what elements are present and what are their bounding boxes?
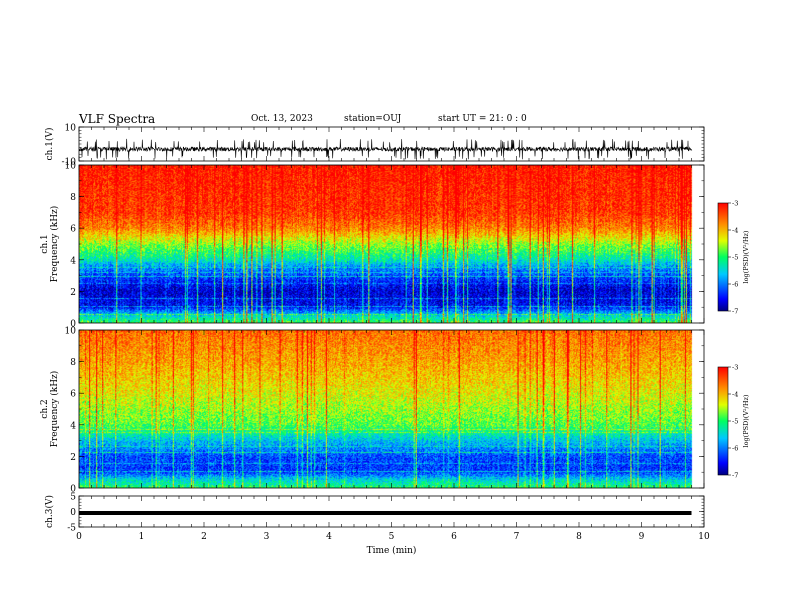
ch2-spectrogram-tick-label: 8 — [70, 358, 76, 368]
ch1-spectrogram-tick-label: 2 — [70, 288, 76, 298]
station-label: station=OUJ — [344, 114, 402, 124]
x-tick-label: 7 — [514, 532, 520, 542]
x-tick-label: 5 — [389, 532, 395, 542]
colorbar-tick-label: -5 — [732, 254, 738, 262]
ch2-spectrogram-ylabel: ch.2 — [40, 399, 50, 418]
x-tick-label: 6 — [451, 532, 457, 542]
colorbar-tick-label: -7 — [732, 308, 738, 316]
x-tick-label: 8 — [576, 532, 582, 542]
ch2-colorbar-label: log(PSD)(V²/Hz) — [742, 394, 750, 447]
x-tick-label: 2 — [201, 532, 207, 542]
date-label: Oct. 13, 2023 — [251, 114, 313, 124]
colorbar-tick-label: -3 — [732, 364, 738, 372]
ch1-colorbar-label: log(PSD)(V²/Hz) — [742, 230, 750, 283]
ch1-spectrogram-tick-label: 8 — [70, 193, 76, 203]
ch1-spectrogram-tick-label: 6 — [70, 225, 76, 235]
ch2-spectrogram-ylabel: Frequency (kHz) — [49, 371, 60, 448]
x-tick-label: 9 — [639, 532, 645, 542]
ch1-spectrogram-ylabel: Frequency (kHz) — [49, 206, 60, 283]
ch3-waveform-tick-label: -5 — [67, 524, 76, 534]
colorbar-tick-label: -6 — [732, 281, 738, 289]
ch1-waveform-tick-label: 10 — [65, 124, 77, 134]
ch2-spectrogram-tick-label: 0 — [70, 485, 76, 495]
x-tick-label: 10 — [698, 532, 710, 542]
x-tick-label: 0 — [76, 532, 82, 542]
ch2-spectrogram-tick-label: 2 — [70, 453, 76, 463]
start-time-label: start UT = 21: 0 : 0 — [438, 114, 527, 124]
figure-title: VLF Spectra — [79, 112, 156, 126]
colorbar-tick-label: -3 — [732, 200, 738, 208]
colorbar-tick-label: -4 — [732, 391, 738, 399]
x-tick-label: 4 — [326, 532, 332, 542]
ch1-waveform-tick-label: -10 — [62, 158, 77, 168]
ch1-spectrogram-tick-label: 0 — [70, 320, 76, 330]
spectrogram-ch2-image — [79, 330, 704, 488]
ch1-waveform-ylabel: ch.1(V) — [44, 128, 55, 161]
ch1-spectrogram-tick-label: 10 — [65, 162, 77, 172]
ch1-colorbar — [717, 202, 729, 312]
ch3-waveform-ylabel: ch.3(V) — [44, 495, 55, 528]
ch3-waveform-tick-label: 5 — [70, 493, 76, 503]
ch2-spectrogram-tick-label: 6 — [70, 390, 76, 400]
ch2-spectrogram-tick-label: 4 — [70, 421, 76, 431]
colorbar-tick-label: -7 — [732, 472, 738, 480]
ch3-waveform-tick-label: 0 — [70, 508, 76, 518]
spectrogram-ch1-image — [79, 165, 704, 323]
ch2-colorbar — [717, 366, 729, 476]
ch1-spectrogram-ylabel: ch.1 — [40, 234, 50, 253]
ch2-spectrogram-tick-label: 10 — [65, 327, 77, 337]
ch1-spectrogram-tick-label: 4 — [70, 256, 76, 266]
ch1-waveform-trace — [78, 138, 693, 160]
x-tick-label: 1 — [139, 532, 145, 542]
colorbar-tick-label: -5 — [732, 418, 738, 426]
x-axis-label: Time (min) — [367, 545, 417, 556]
x-tick-label: 3 — [264, 532, 270, 542]
colorbar-tick-label: -6 — [732, 445, 738, 453]
colorbar-tick-label: -4 — [732, 227, 738, 235]
